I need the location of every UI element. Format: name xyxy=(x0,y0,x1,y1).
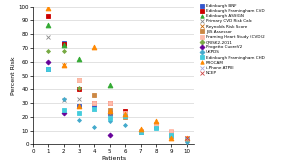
Legend: Edinburgh BNF, Edinburgh Framingham CVD, Edinburgh ASSIGN, Primary CVD Risk Calc: Edinburgh BNF, Edinburgh Framingham CVD,… xyxy=(201,4,265,75)
Y-axis label: Percent Risk: Percent Risk xyxy=(11,56,16,95)
X-axis label: Patients: Patients xyxy=(101,156,126,161)
